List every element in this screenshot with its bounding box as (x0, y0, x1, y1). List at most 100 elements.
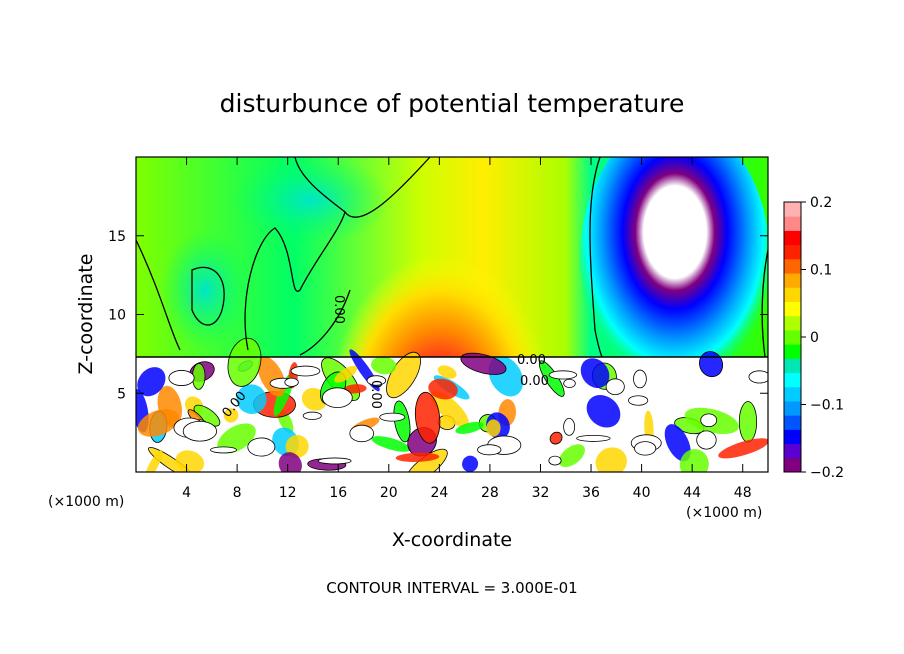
turbulent-eddy (144, 450, 163, 472)
turbulent-eddy (137, 367, 166, 397)
y-tick-label: 15 (108, 229, 126, 245)
turbulent-eddy (322, 387, 353, 409)
turbulent-eddy (549, 431, 563, 445)
contour-line (761, 249, 768, 358)
turbulent-eddy (700, 413, 718, 428)
contour-line (244, 157, 431, 351)
turbulent-eddy (576, 434, 611, 442)
x-axis: 4 8 12 16 20 24 28 32 36 40 44 48 (182, 157, 752, 501)
turbulent-eddy (182, 420, 218, 442)
turbulent-eddy (175, 450, 205, 472)
contour-label: 0.00 (368, 380, 383, 409)
contour-line (191, 266, 225, 326)
x-unit-left: (×1000 m) (48, 494, 124, 510)
turbulent-eddy (236, 384, 267, 415)
x-tick-label: 8 (233, 485, 242, 501)
colorbar-segment (784, 415, 801, 430)
y-axis-label: Z-coordinate (75, 254, 97, 375)
turbulent-eddy (455, 421, 484, 434)
y-axis: 5 10 15 (108, 229, 768, 402)
turbulent-eddy (379, 412, 406, 422)
turbulent-eddy (462, 455, 479, 472)
colorbar-segment (784, 429, 801, 445)
x-tick-label: 48 (734, 485, 752, 501)
y-tick-label: 10 (108, 308, 126, 324)
colorbar-tick-label: 0 (810, 330, 819, 346)
turbulent-eddy (586, 394, 621, 428)
turbulent-eddy (395, 452, 440, 462)
turbulent-eddy (437, 365, 457, 379)
turbulent-eddy (748, 370, 768, 384)
colorbar-segment (784, 258, 801, 274)
colorbar-segment (784, 287, 801, 302)
contour-line (136, 239, 181, 351)
colorbar-segment (784, 216, 801, 231)
colorbar-tick-label: −0.2 (810, 465, 844, 481)
contour-label: 0.00 (517, 353, 546, 368)
turbulent-eddy (227, 337, 262, 387)
turbulent-eddy (285, 434, 309, 458)
turbulent-eddy (317, 457, 352, 465)
turbulent-eddy (168, 370, 195, 386)
colorbar-segment (784, 344, 801, 359)
colorbar-segment (784, 202, 801, 217)
colorbar-segment (784, 329, 801, 345)
turbulent-eddy (633, 369, 647, 389)
turbulent-eddy (605, 378, 625, 396)
colorbar-tick-label: 0.1 (810, 263, 832, 279)
x-unit-right: (×1000 m) (686, 505, 762, 521)
turbulent-eddy (247, 437, 276, 457)
x-tick-label: 36 (582, 485, 600, 501)
colorbar-segment (784, 244, 801, 260)
colorbar-segment (784, 273, 801, 288)
colorbar-segment (784, 400, 801, 416)
turbulent-eddy (486, 419, 501, 437)
colorbar-segment (784, 386, 801, 402)
turbulent-eddy (679, 449, 709, 472)
turbulent-eddy (595, 447, 627, 472)
turbulent-eddy (548, 455, 562, 466)
colorbar (784, 202, 801, 473)
cold-anomaly (580, 157, 768, 400)
turbulent-eddy (414, 391, 441, 444)
x-axis-label: X-coordinate (392, 529, 512, 551)
x-tick-label: 44 (683, 485, 701, 501)
turbulent-eddy (278, 452, 302, 472)
turbulent-eddy (634, 441, 657, 456)
turbulent-eddy (563, 417, 576, 436)
turbulent-eddy (548, 370, 578, 380)
colorbar-segment (784, 443, 801, 459)
turbulent-eddy (738, 401, 758, 443)
turbulent-eddy (699, 351, 724, 378)
turbulent-eddy (371, 436, 411, 452)
turbulent-eddy (210, 446, 237, 454)
chart-title: disturbunce of potential temperature (220, 89, 685, 118)
turbulent-eddy (223, 408, 239, 423)
x-tick-label: 12 (279, 485, 297, 501)
turbulent-eddy (430, 391, 469, 428)
turbulent-eddy (563, 378, 576, 388)
turbulent-eddy (366, 375, 387, 386)
colorbar-segment (784, 230, 801, 246)
turbulent-eddy (460, 352, 507, 375)
turbulent-eddy (343, 384, 367, 394)
y-tick-label: 5 (117, 386, 126, 402)
turbulent-eddy (217, 423, 256, 454)
turbulent-eddy (580, 358, 610, 388)
colorbar-tick-label: −0.1 (810, 398, 844, 414)
plot-area (136, 157, 768, 472)
colorbar-ticks: 0.2 0.1 0 −0.1 −0.2 (801, 195, 844, 481)
turbulent-eddy (696, 430, 717, 450)
colorbar-segment (784, 372, 801, 388)
x-tick-label: 16 (329, 485, 347, 501)
cyan-region-left (160, 230, 250, 350)
colorbar-segment (784, 358, 801, 374)
turbulent-eddy (428, 378, 458, 400)
x-tick-label: 40 (633, 485, 651, 501)
x-tick-label: 4 (182, 485, 191, 501)
contour-line (299, 289, 351, 356)
x-tick-label: 32 (532, 485, 550, 501)
colorbar-segment (784, 315, 801, 331)
turbulent-eddy (371, 356, 397, 375)
